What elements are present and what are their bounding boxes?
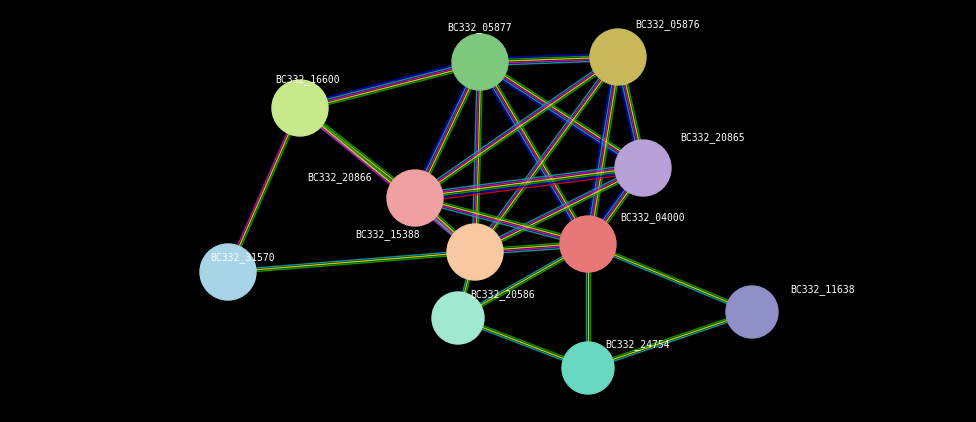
Ellipse shape	[726, 286, 778, 338]
Ellipse shape	[452, 34, 508, 90]
Text: BC332_05877: BC332_05877	[448, 22, 512, 33]
Text: BC332_24754: BC332_24754	[605, 340, 670, 350]
Text: BC332_20586: BC332_20586	[470, 289, 535, 300]
Text: BC332_16600: BC332_16600	[275, 75, 340, 85]
Ellipse shape	[615, 140, 671, 196]
Ellipse shape	[560, 216, 616, 272]
Text: BC332_20865: BC332_20865	[680, 133, 745, 143]
Ellipse shape	[387, 170, 443, 226]
Ellipse shape	[200, 244, 256, 300]
Text: BC332_20866: BC332_20866	[307, 173, 372, 184]
Ellipse shape	[272, 80, 328, 136]
Ellipse shape	[447, 224, 503, 280]
Ellipse shape	[432, 292, 484, 344]
Ellipse shape	[562, 342, 614, 394]
Ellipse shape	[590, 29, 646, 85]
Text: BC332_11638: BC332_11638	[790, 284, 855, 295]
Text: BC332_15388: BC332_15388	[355, 230, 420, 241]
Text: BC332_31570: BC332_31570	[211, 252, 275, 263]
Text: BC332_04000: BC332_04000	[620, 213, 684, 224]
Text: BC332_05876: BC332_05876	[635, 19, 700, 30]
